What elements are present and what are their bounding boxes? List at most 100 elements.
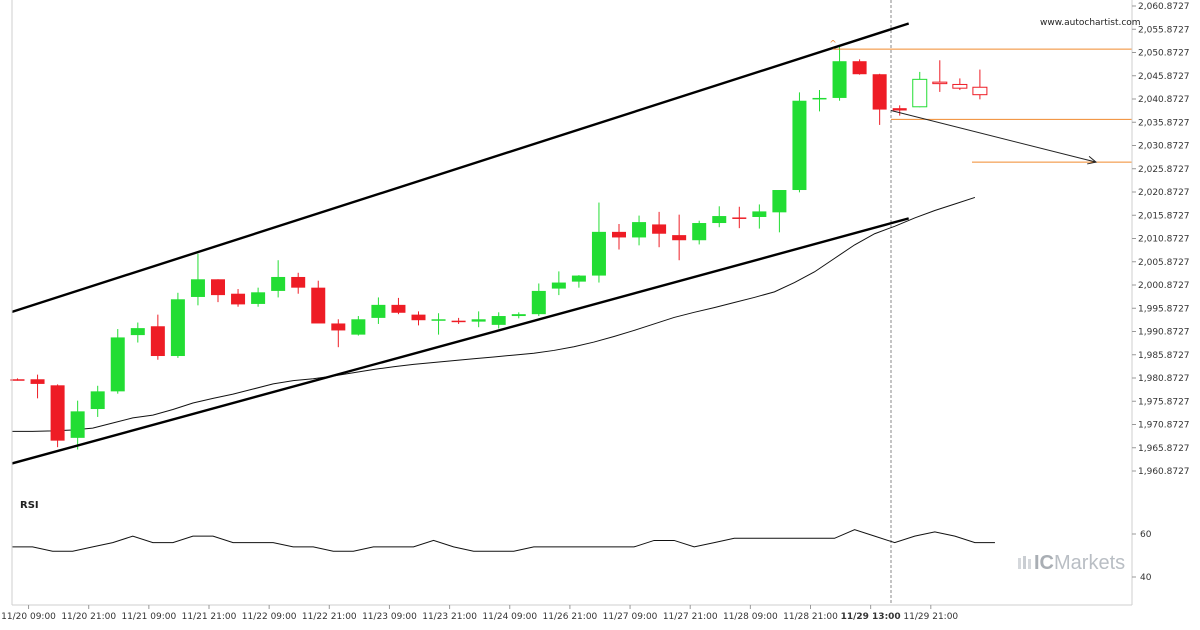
rsi-label: RSI [20, 500, 39, 511]
candle-body [150, 326, 165, 357]
y-tick-label: 2,035.8727 [1138, 118, 1190, 128]
candle-body [70, 411, 85, 438]
y-tick-label: 2,000.8727 [1138, 281, 1190, 291]
candle-body [952, 83, 968, 89]
channel-upper-line [11, 22, 910, 313]
y-tick-label: 2,045.8727 [1138, 72, 1190, 82]
y-tick-label: 1,965.8727 [1138, 444, 1190, 454]
candle-body [912, 78, 928, 108]
y-tick-label: 2,040.8727 [1138, 95, 1190, 105]
x-tick-label: 11/22 21:00 [302, 612, 357, 622]
y-tick-label: 2,025.8727 [1138, 165, 1190, 175]
y-tick-label: 1,985.8727 [1138, 351, 1190, 361]
candle-body [892, 108, 907, 111]
y-tick-label: 2,055.8727 [1138, 25, 1190, 35]
candle-body [571, 275, 586, 282]
svg-text:ICMarkets: ICMarkets [1034, 552, 1125, 574]
candle-body [732, 217, 747, 219]
y-tick-label: 1,975.8727 [1138, 397, 1190, 407]
y-tick-label: 1,995.8727 [1138, 304, 1190, 314]
pattern-overlay-layer: ^ [11, 22, 1132, 465]
forecast-arrow-line [890, 110, 1097, 163]
x-tick-label: 11/22 09:00 [242, 612, 297, 622]
candle-body [90, 391, 105, 410]
forecast-arrow-head [1087, 155, 1098, 165]
candle-body [110, 337, 125, 392]
candle-body [551, 282, 566, 289]
watermark-text: www.autochartist.com [1040, 18, 1141, 28]
axes-layer: 2,060.8727 2,055.8727 2,050.8727 2,045.8727… [1, 0, 1190, 622]
candle-body [812, 97, 827, 100]
x-tick-label: 11/28 21:00 [783, 612, 838, 622]
brand-bar-2 [1023, 556, 1026, 569]
candle-body [471, 319, 486, 322]
pattern-point-marker: ^ [829, 39, 837, 49]
candle-body [311, 287, 326, 324]
brand-suffix: Markets [1054, 552, 1125, 574]
candle-body [271, 276, 286, 291]
y-tick-label: 2,060.8727 [1138, 2, 1190, 12]
x-tick-label: 11/20 21:00 [61, 612, 116, 622]
candle-body [531, 290, 546, 315]
candle-body [511, 314, 526, 317]
brand-prefix: IC [1034, 552, 1054, 574]
candle-body [932, 81, 948, 85]
candle-body [752, 211, 767, 217]
candle-body [231, 293, 246, 305]
candle-body [30, 379, 45, 384]
candle-body [632, 222, 647, 238]
x-tick-label: 11/20 09:00 [1, 612, 56, 622]
x-tick-label: 11/29 13:00 [841, 612, 901, 622]
y-tick-label: 2,030.8727 [1138, 142, 1190, 152]
x-tick-label: 11/21 21:00 [182, 612, 237, 622]
candle-body [411, 314, 426, 321]
candle-body [972, 86, 988, 96]
candle-body [612, 231, 626, 238]
candle-body [351, 319, 366, 335]
moving-average-line [12, 196, 976, 432]
candle-body [792, 100, 807, 191]
y-tick-label: 2,010.8727 [1138, 235, 1190, 245]
y-tick-label: 1,960.8727 [1138, 467, 1190, 477]
candles-layer [10, 45, 988, 450]
candle-body [130, 328, 145, 336]
x-tick-label: 11/29 21:00 [903, 612, 958, 622]
candle-body [591, 231, 606, 276]
x-tick-label: 11/21 09:00 [121, 612, 176, 622]
y-tick-label: 2,015.8727 [1138, 211, 1190, 221]
candle-body [211, 279, 225, 296]
candle-body [170, 299, 185, 357]
moving-average-layer [12, 196, 976, 432]
y-tick-label: 2,050.8727 [1138, 49, 1190, 59]
candle-body [872, 74, 887, 110]
candle-body [652, 224, 667, 234]
rsi-line [12, 529, 995, 552]
channel-lower-line [11, 217, 910, 465]
candle-body [491, 316, 506, 325]
candle-body [251, 292, 266, 304]
candle-body [832, 61, 847, 98]
candle-body [451, 320, 466, 323]
candle-body [371, 304, 386, 318]
brand-bar-1 [1018, 558, 1021, 569]
y-tick-label: 2,005.8727 [1138, 258, 1190, 268]
candle-body [391, 304, 406, 313]
x-tick-label: 11/24 09:00 [482, 612, 537, 622]
x-tick-label: 11/28 09:00 [723, 612, 778, 622]
x-tick-label: 11/27 09:00 [603, 612, 658, 622]
x-tick-label: 11/26 21:00 [543, 612, 598, 622]
y-tick-label: 1,990.8727 [1138, 328, 1190, 338]
candle-body [672, 235, 687, 241]
candle-body [190, 279, 205, 297]
rsi-tick-label: 60 [1140, 530, 1152, 540]
brand-logo: ICMarkets [1018, 552, 1125, 574]
x-tick-label: 11/23 09:00 [362, 612, 417, 622]
y-tick-label: 2,020.8727 [1138, 188, 1190, 198]
candle-body [852, 61, 867, 75]
candle-body [712, 216, 727, 224]
rsi-panel: RSI 60 40 [12, 500, 1152, 583]
candle-body [772, 190, 787, 213]
x-tick-label: 11/23 21:00 [422, 612, 477, 622]
candle-body [692, 223, 707, 241]
